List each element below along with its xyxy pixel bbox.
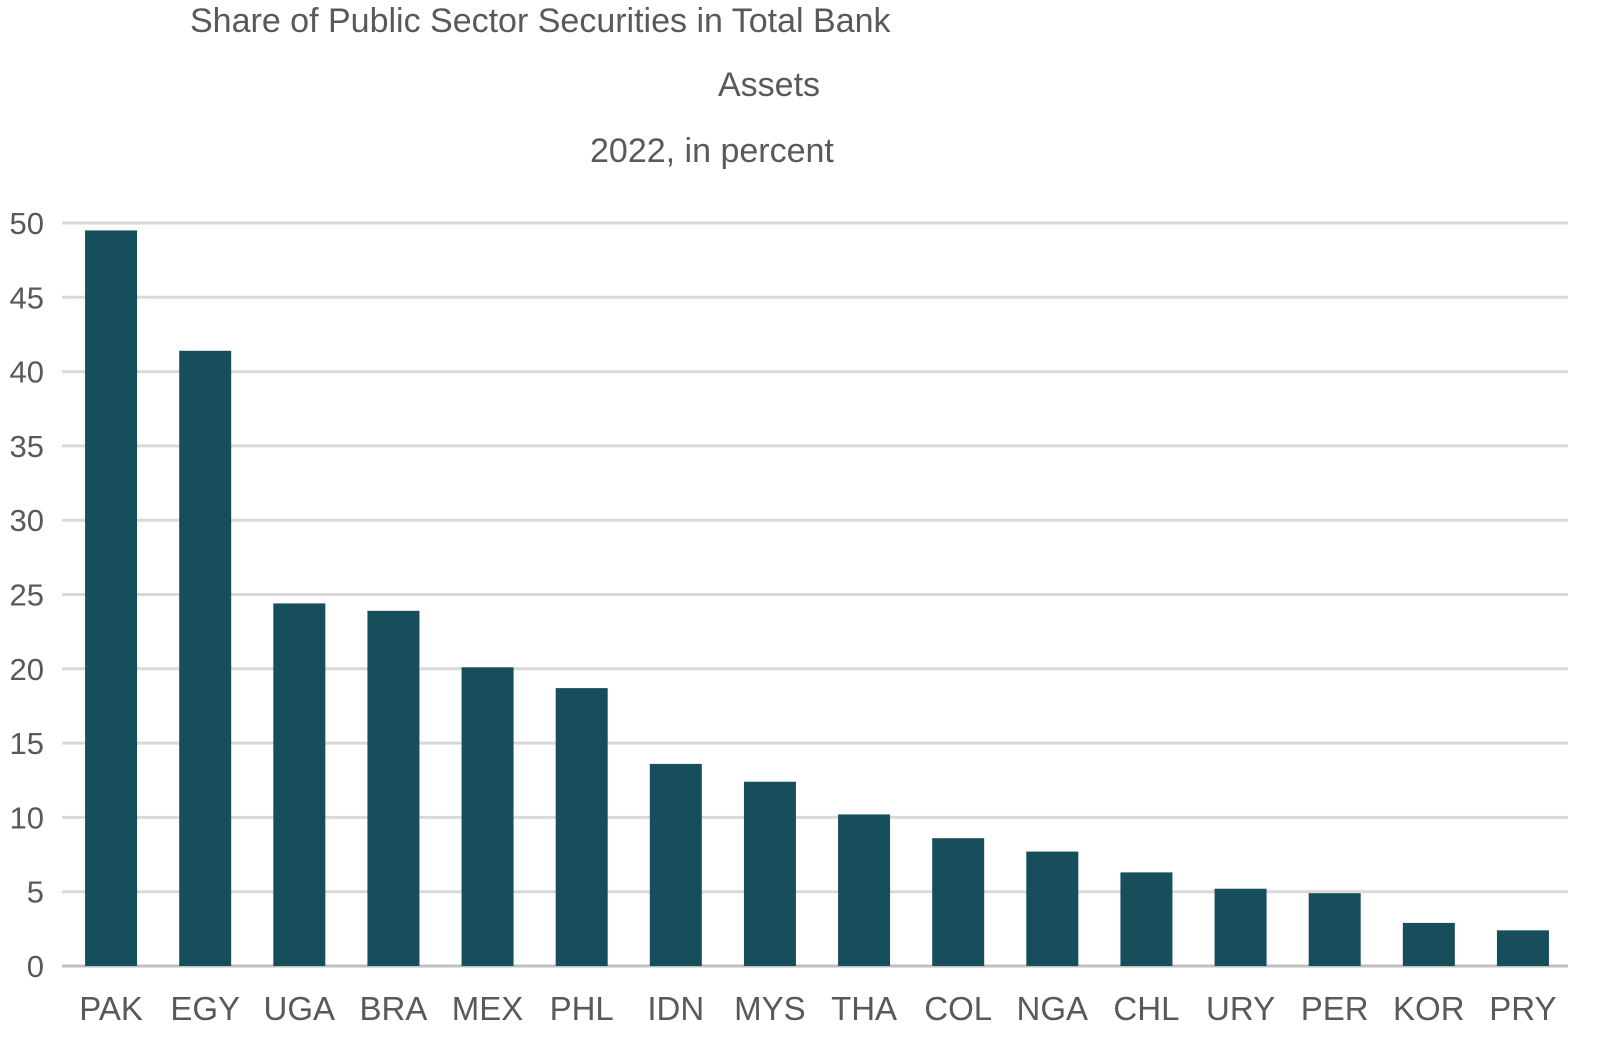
x-tick-label: UGA <box>264 990 336 1027</box>
x-tick-label: THA <box>831 990 897 1027</box>
y-tick-label: 5 <box>27 875 44 910</box>
x-tick-label: EGY <box>170 990 240 1027</box>
y-tick-label: 0 <box>27 949 44 984</box>
bar-pry <box>1496 930 1549 966</box>
x-tick-label: PHL <box>550 990 614 1027</box>
bar-nga <box>1026 851 1079 966</box>
bar-idn <box>649 763 702 966</box>
x-tick-label: PAK <box>79 990 143 1027</box>
bar-pak <box>85 230 138 966</box>
chart-subtitle: 2022, in percent <box>590 132 834 170</box>
bar-uga <box>273 603 326 966</box>
bar-mex <box>461 667 514 966</box>
x-tick-label: BRA <box>360 990 428 1027</box>
x-tick-label: PRY <box>1489 990 1556 1027</box>
x-tick-label: MEX <box>452 990 524 1027</box>
bar-col <box>932 838 985 966</box>
bar-mys <box>743 781 796 966</box>
bar-egy <box>179 350 232 966</box>
x-tick-label: IDN <box>647 990 704 1027</box>
x-tick-label: CHL <box>1113 990 1179 1027</box>
x-tick-label: URY <box>1206 990 1275 1027</box>
x-tick-label: PER <box>1301 990 1369 1027</box>
y-tick-label: 15 <box>10 726 44 761</box>
chart-title-line-2: Assets <box>718 66 821 104</box>
bar-phl <box>555 688 608 966</box>
y-tick-label: 50 <box>10 206 44 241</box>
y-tick-label: 30 <box>10 503 44 538</box>
bar-ury <box>1214 888 1267 966</box>
x-tick-label: MYS <box>734 990 806 1027</box>
y-tick-label: 25 <box>10 578 44 613</box>
bar-tha <box>838 814 891 966</box>
chart-title-line-1: Share of Public Sector Securities in Tot… <box>190 2 891 40</box>
y-tick-label: 45 <box>10 280 44 315</box>
x-tick-label: COL <box>924 990 992 1027</box>
bar-per <box>1308 893 1361 966</box>
bar-kor <box>1402 922 1455 966</box>
x-tick-label: KOR <box>1393 990 1465 1027</box>
x-tick-label: NGA <box>1017 990 1089 1027</box>
y-tick-label: 35 <box>10 429 44 464</box>
bar-bra <box>367 610 420 966</box>
y-tick-label: 20 <box>10 652 44 687</box>
y-tick-label: 40 <box>10 355 44 390</box>
bar-chl <box>1120 872 1173 966</box>
y-tick-label: 10 <box>10 800 44 835</box>
